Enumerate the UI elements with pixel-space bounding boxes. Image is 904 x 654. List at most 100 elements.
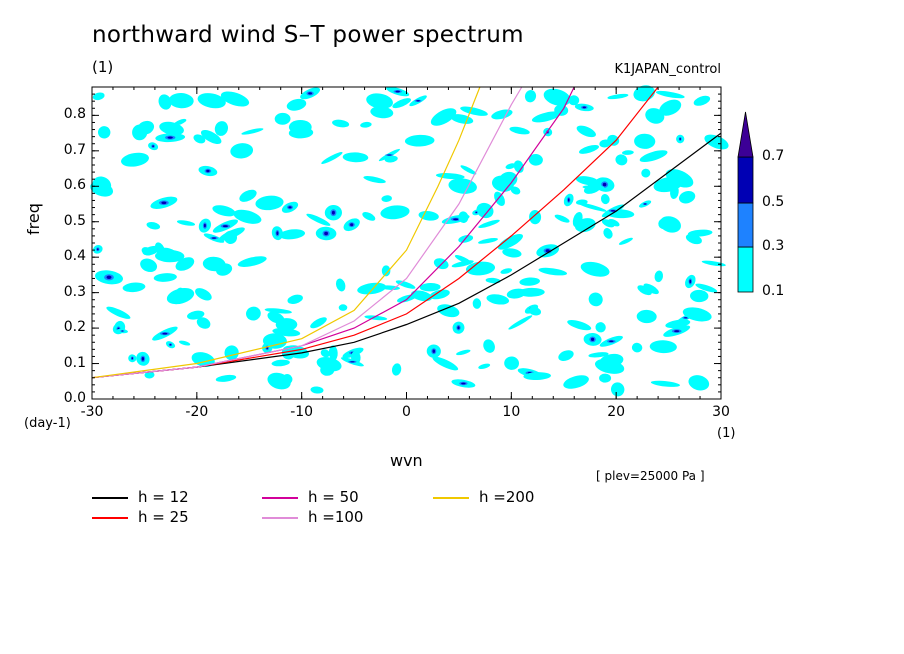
power-patch — [504, 356, 519, 370]
power-patch — [594, 358, 625, 374]
power-patch — [215, 374, 237, 382]
power-patch — [478, 238, 498, 244]
power-patch — [357, 282, 387, 295]
power-patch — [419, 282, 441, 292]
power-patch — [274, 112, 291, 125]
power-patch-high — [141, 357, 145, 361]
power-patch — [214, 121, 229, 136]
power-patch — [580, 261, 610, 277]
power-shading — [90, 85, 729, 397]
power-patch-high — [679, 137, 681, 141]
power-patch — [506, 288, 526, 299]
power-patch — [567, 319, 592, 331]
power-patch — [281, 373, 293, 385]
power-patch — [241, 128, 264, 135]
colorbar-tick-label: 0.7 — [762, 148, 785, 164]
power-patch — [523, 372, 551, 381]
power-patch — [607, 93, 629, 100]
power-patch — [472, 298, 482, 309]
y-tick-label: 0.8 — [63, 106, 86, 123]
legend-label: h =100 — [308, 508, 364, 526]
power-patch-high — [222, 225, 228, 228]
x-tick-label: -20 — [185, 404, 209, 420]
power-patch — [579, 144, 599, 154]
power-patch-high — [276, 231, 279, 235]
power-patch — [176, 220, 196, 226]
power-patch — [528, 153, 543, 166]
power-patch — [615, 154, 628, 166]
power-patch — [380, 205, 410, 220]
power-patch — [418, 210, 439, 221]
power-patch-high — [475, 211, 478, 214]
y-tick-label: 0.2 — [63, 319, 86, 336]
curve-5 — [91, 86, 481, 379]
power-patch-high — [96, 248, 99, 251]
power-patch — [272, 328, 301, 337]
power-patch — [237, 256, 267, 267]
power-patch — [173, 118, 187, 126]
x-tick-label: 10 — [502, 404, 521, 420]
power-patch-high — [121, 330, 124, 332]
power-patch — [146, 221, 161, 230]
power-patch — [631, 342, 643, 353]
power-patch — [531, 111, 561, 123]
power-patch — [634, 133, 656, 149]
power-patch — [576, 125, 596, 138]
power-patch — [608, 218, 620, 227]
power-patch — [370, 106, 394, 119]
colorbar-top-arrow — [737, 111, 754, 158]
power-patch — [658, 218, 669, 230]
power-patch-high — [308, 92, 312, 95]
power-patch — [286, 98, 307, 111]
power-patch — [603, 228, 613, 239]
colorbar-tick-label: 0.1 — [762, 283, 785, 299]
power-patch — [582, 185, 605, 190]
power-patch — [510, 186, 521, 195]
power-patch-high — [461, 382, 466, 385]
power-patch-high — [324, 231, 328, 236]
power-patch — [193, 134, 206, 144]
power-patch — [509, 126, 530, 135]
power-patch — [693, 95, 711, 106]
pressure-level-note: [ plev=25000 Pa ] — [596, 469, 705, 483]
power-patch — [196, 317, 211, 329]
power-patch — [122, 282, 146, 293]
power-patch — [460, 106, 488, 116]
y-tick-label: 0.3 — [63, 283, 86, 300]
colorbar-tick-label: 0.3 — [762, 238, 785, 254]
power-patch — [654, 270, 664, 283]
power-patch-high — [212, 237, 216, 239]
power-patch — [335, 278, 346, 292]
power-patch — [97, 126, 111, 139]
power-patch — [610, 382, 625, 397]
y-tick-label: 0.1 — [63, 354, 86, 371]
power-patch-high — [131, 357, 133, 360]
x-tick-label: 20 — [607, 404, 626, 420]
power-patch — [529, 210, 542, 225]
power-patch — [643, 283, 659, 295]
power-patch — [230, 143, 254, 159]
power-patch-high — [387, 154, 392, 156]
power-patch — [578, 202, 607, 212]
power-patch — [140, 258, 158, 273]
power-patch — [588, 352, 609, 358]
power-patch — [458, 211, 469, 223]
y-axis-units: (day-1) — [24, 416, 71, 431]
power-patch — [137, 120, 155, 135]
power-patch — [255, 195, 284, 211]
power-patch — [178, 340, 191, 346]
power-patch-high — [674, 330, 680, 333]
power-patch — [678, 190, 696, 204]
x-tick-label: 30 — [712, 404, 730, 420]
power-patch — [342, 152, 369, 163]
power-patch-high — [432, 349, 436, 353]
colorbar-segment — [737, 156, 754, 204]
power-patch — [450, 114, 474, 124]
power-patch — [168, 92, 194, 109]
curve-1 — [91, 132, 722, 379]
run-name: K1JAPAN_control — [614, 62, 721, 77]
power-patch — [478, 363, 491, 370]
x-tick-label: 0 — [402, 404, 411, 420]
power-patch-high — [331, 210, 335, 215]
